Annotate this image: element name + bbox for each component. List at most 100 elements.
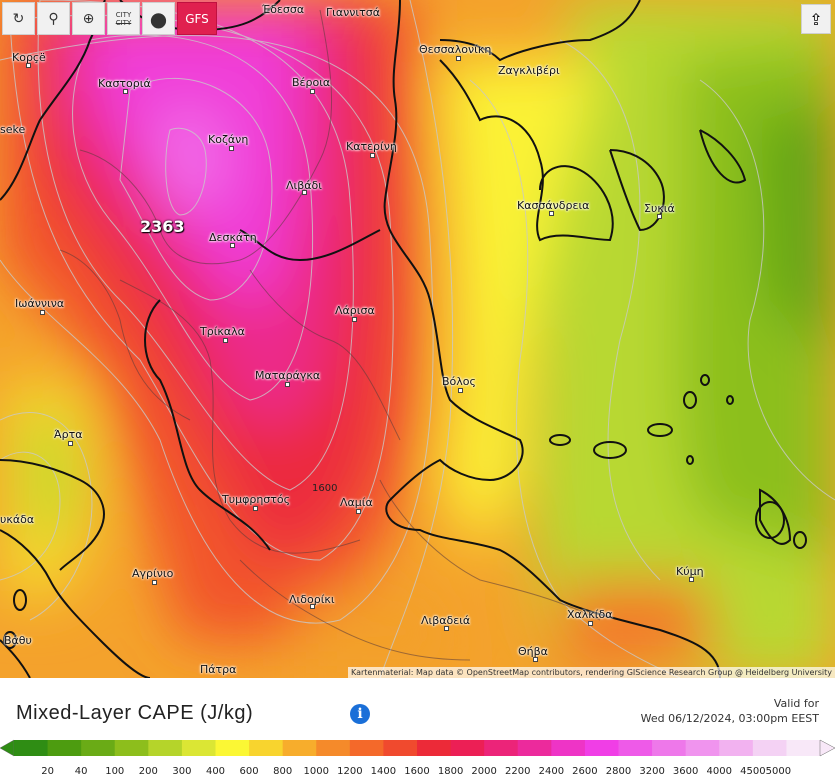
scale-swatch <box>114 740 149 756</box>
scale-tick-label: 20 <box>41 766 54 777</box>
scale-tick-label: 2600 <box>572 766 598 777</box>
zoom-icon: ⊕ <box>82 10 95 27</box>
city-marker <box>229 146 234 151</box>
scale-swatch <box>618 740 653 756</box>
scale-swatch <box>215 740 250 756</box>
city-label: Λαμία <box>340 496 373 509</box>
scale-arrow-right <box>819 739 835 757</box>
city-label-top: CITY <box>115 10 132 19</box>
city-marker <box>549 211 554 216</box>
scale-tick-label: 40 <box>74 766 88 777</box>
cape-field <box>0 0 835 678</box>
scale-swatch <box>282 740 317 756</box>
scale-tick-label: 3200 <box>639 766 665 777</box>
scale-swatch <box>383 740 418 756</box>
scale-swatch <box>148 740 183 756</box>
city-marker <box>230 243 235 248</box>
scale-tick-label: 3600 <box>672 766 699 777</box>
scale-tick-label: 200 <box>138 766 158 777</box>
city-marker <box>352 317 357 322</box>
scale-tick-label: 800 <box>273 766 293 777</box>
scale-swatch <box>584 740 619 756</box>
city-marker <box>26 63 31 68</box>
info-icon[interactable]: i <box>350 704 370 724</box>
share-icon: ⇪ <box>809 9 823 29</box>
contour-label: 1600 <box>312 483 338 494</box>
city-label: Ιωάννινα <box>15 297 65 310</box>
city-label: Κατερίνη <box>346 140 397 153</box>
city-label: Θεσσαλονίκη <box>419 43 492 56</box>
city-label: Λιδορίκι <box>289 593 335 606</box>
scale-swatch <box>786 740 821 756</box>
scale-tick-label: 1400 <box>370 766 397 777</box>
city-label: Αγρίνιο <box>132 567 174 580</box>
scale-tick-label: 4000 <box>706 766 732 777</box>
city-marker <box>370 153 375 158</box>
scale-swatch <box>484 740 519 756</box>
valid-time-value: Wed 06/12/2024, 03:00pm EEST <box>640 712 819 725</box>
city-marker <box>689 577 694 582</box>
city-label: Χαλκίδα <box>567 608 613 621</box>
scale-tick-label: 1200 <box>337 766 363 777</box>
share-button[interactable]: ⇪ <box>801 4 831 34</box>
city-label: Κορçë <box>12 51 46 64</box>
city-label: Ζαγκλιβέρι <box>498 64 560 77</box>
max-value-label: 2363 <box>140 217 185 236</box>
city-marker <box>152 580 157 585</box>
point-marker-button[interactable]: ● <box>142 2 175 35</box>
point-marker-icon: ● <box>149 6 168 31</box>
map-toolbar: ↻ ⚲ ⊕ CITY CITY ● GFS <box>2 2 217 35</box>
city-marker <box>310 89 315 94</box>
scale-swatch <box>249 740 284 756</box>
city-marker <box>533 657 538 662</box>
scale-arrow-left <box>0 739 15 757</box>
legend-footer: Mixed-Layer CAPE (J/kg) i Valid for Wed … <box>0 678 835 782</box>
city-label: Γιαννιτσά <box>326 6 380 19</box>
city-label: Βάθυ <box>4 634 32 647</box>
city-label: Λιβαδειά <box>421 614 471 627</box>
city-label: seke <box>0 123 26 136</box>
city-label: Τυμφρηστός <box>222 493 291 506</box>
scale-tick-label: 1000 <box>303 766 329 777</box>
valid-time: Valid for Wed 06/12/2024, 03:00pm EEST <box>641 696 819 726</box>
scale-swatch <box>181 740 216 756</box>
scale-swatch <box>316 740 351 756</box>
city-label: Συκιά <box>644 202 675 215</box>
weather-map[interactable]: ↻ ⚲ ⊕ CITY CITY ● GFS ⇪ Έδεσσα Γιαννιτσά … <box>0 0 835 678</box>
city-toggle-button[interactable]: CITY CITY <box>107 2 140 35</box>
scale-tick-label: 4500 <box>740 766 766 777</box>
scale-tick-label: 1600 <box>404 766 430 777</box>
city-label: Καστοριά <box>98 77 151 90</box>
scale-swatch <box>551 740 586 756</box>
refresh-button[interactable]: ↻ <box>2 2 35 35</box>
scale-swatch <box>81 740 116 756</box>
city-marker <box>223 338 228 343</box>
city-label: Θήβα <box>518 645 548 658</box>
scale-swatch <box>349 740 384 756</box>
city-marker <box>657 214 662 219</box>
city-label: Λιβάδι <box>286 179 322 192</box>
location-pin-button[interactable]: ⚲ <box>37 2 70 35</box>
scale-swatch <box>719 740 754 756</box>
scale-swatch <box>752 740 787 756</box>
scale-tick-label: 400 <box>205 766 226 777</box>
scale-tick-label: 1800 <box>437 766 464 777</box>
city-marker <box>458 388 463 393</box>
valid-label: Valid for <box>773 697 819 710</box>
scale-swatch <box>14 740 49 756</box>
map-attribution: Kartenmaterial: Map data © OpenStreetMap… <box>347 667 835 678</box>
scale-swatch <box>685 740 720 756</box>
city-label: Ματαράγκα <box>255 369 321 382</box>
zoom-button[interactable]: ⊕ <box>72 2 105 35</box>
scale-tick-label: 600 <box>239 766 259 777</box>
city-label: Έδεσσα <box>262 3 305 16</box>
scale-tick-label: 2800 <box>605 766 632 777</box>
model-select-button[interactable]: GFS <box>177 2 217 35</box>
city-label: Πάτρα <box>200 663 237 676</box>
scale-tick-label: 5000 <box>765 766 792 777</box>
city-label-bottom: CITY <box>115 18 132 27</box>
scale-swatch <box>417 740 452 756</box>
scale-tick-label: 300 <box>172 766 192 777</box>
city-marker <box>356 509 361 514</box>
location-pin-icon: ⚲ <box>48 10 59 27</box>
